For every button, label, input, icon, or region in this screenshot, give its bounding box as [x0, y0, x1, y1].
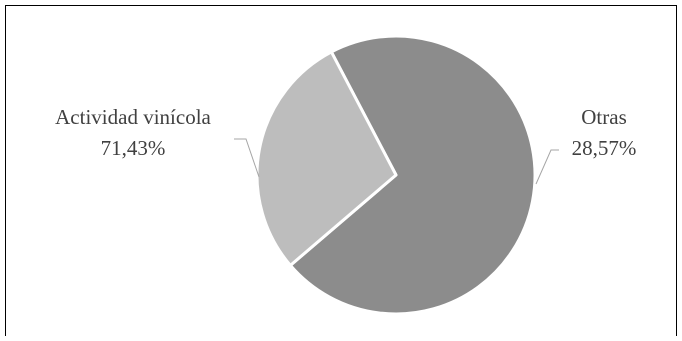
slice-label-actividad-vinicola: Actividad vinícola	[55, 105, 211, 129]
pie-slice-0	[288, 34, 537, 316]
pie-slices	[255, 34, 537, 316]
slice-label-otras: Otras	[581, 105, 627, 129]
leader-line-1	[535, 149, 559, 185]
slice-value-otras: 28,57%	[572, 136, 637, 160]
leader-lines	[234, 138, 559, 185]
pie-chart: Actividad vinícola 71,43% Otras 28,57%	[55, 34, 637, 316]
leader-line-0	[234, 138, 260, 178]
slice-value-actividad-vinicola: 71,43%	[101, 136, 166, 160]
pie-slice-1	[255, 50, 398, 267]
chart-frame: Actividad vinícola 71,43% Otras 28,57%	[5, 5, 677, 336]
